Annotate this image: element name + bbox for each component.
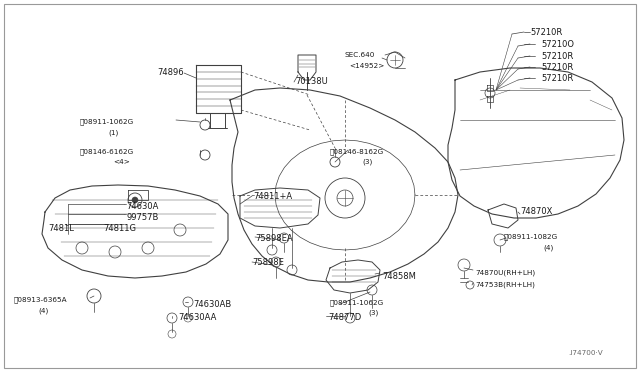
Text: 57210R: 57210R bbox=[541, 52, 573, 61]
Text: 57210R: 57210R bbox=[530, 28, 563, 37]
Text: 75898E: 75898E bbox=[252, 258, 284, 267]
Text: 70138U: 70138U bbox=[295, 77, 328, 86]
Text: 99757B: 99757B bbox=[126, 213, 158, 222]
Text: 74630AB: 74630AB bbox=[193, 300, 231, 309]
Text: 74877D: 74877D bbox=[328, 313, 361, 322]
Text: 74870U(RH+LH): 74870U(RH+LH) bbox=[475, 269, 535, 276]
Text: (4): (4) bbox=[543, 244, 553, 250]
Text: ⓝ08911-1082G: ⓝ08911-1082G bbox=[504, 233, 558, 240]
Circle shape bbox=[132, 197, 138, 203]
Text: 7481L: 7481L bbox=[48, 224, 74, 233]
Text: 74870X: 74870X bbox=[520, 207, 552, 216]
Text: <4>: <4> bbox=[113, 159, 130, 165]
Text: ⓝ08913-6365A: ⓝ08913-6365A bbox=[14, 296, 68, 302]
Text: Ⓑ08146-8162G: Ⓑ08146-8162G bbox=[330, 148, 384, 155]
Text: 57210O: 57210O bbox=[541, 40, 574, 49]
Text: SEC.640: SEC.640 bbox=[345, 52, 376, 58]
Text: 74858M: 74858M bbox=[382, 272, 416, 281]
Text: ⓝ08911-1062G: ⓝ08911-1062G bbox=[80, 118, 134, 125]
Text: <14952>: <14952> bbox=[349, 63, 385, 69]
Text: 74811+A: 74811+A bbox=[253, 192, 292, 201]
Text: (4): (4) bbox=[38, 308, 48, 314]
Text: ⓝ08911-1062G: ⓝ08911-1062G bbox=[330, 299, 384, 306]
Text: 74630AA: 74630AA bbox=[178, 313, 216, 322]
Text: 57210R: 57210R bbox=[541, 74, 573, 83]
Text: (3): (3) bbox=[368, 310, 378, 317]
Text: 74753B(RH+LH): 74753B(RH+LH) bbox=[475, 282, 535, 289]
Text: Ⓑ08146-6162G: Ⓑ08146-6162G bbox=[80, 148, 134, 155]
Text: 74811G: 74811G bbox=[103, 224, 136, 233]
Text: 74896: 74896 bbox=[157, 68, 184, 77]
Text: 75898EA: 75898EA bbox=[255, 234, 292, 243]
Text: (3): (3) bbox=[362, 158, 372, 164]
Text: (1): (1) bbox=[108, 129, 118, 135]
Text: 74630A: 74630A bbox=[126, 202, 158, 211]
Text: .I74700·V: .I74700·V bbox=[568, 350, 603, 356]
Text: 57210R: 57210R bbox=[541, 63, 573, 72]
